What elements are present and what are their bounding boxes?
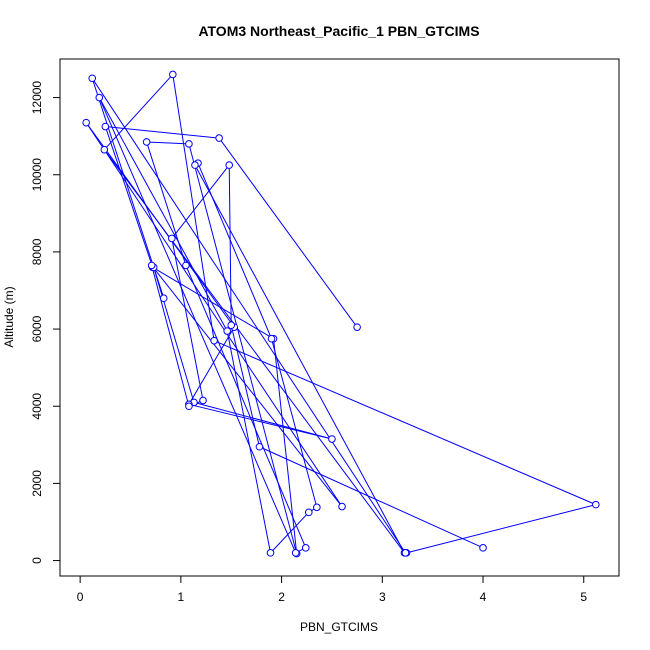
y-tick-label: 0 <box>30 557 44 564</box>
series-segment <box>85 122 235 328</box>
series-segment <box>193 401 333 440</box>
data-point <box>100 145 109 154</box>
x-tick-label: 1 <box>178 590 185 604</box>
data-point <box>82 118 90 127</box>
data-point <box>301 544 310 552</box>
series-segment <box>194 164 405 554</box>
series-segment <box>271 338 318 508</box>
series-segment <box>146 141 187 266</box>
data-point <box>88 74 97 83</box>
data-point <box>291 549 300 557</box>
data-point <box>142 138 151 146</box>
series-segment <box>213 340 597 506</box>
data-point <box>191 161 199 169</box>
y-tick-label: 10000 <box>30 158 44 192</box>
series-segment <box>105 126 220 139</box>
data-point <box>401 549 410 557</box>
series-segment <box>146 141 189 145</box>
series-segment <box>185 265 307 549</box>
series-segment <box>172 74 215 341</box>
series-segment <box>103 74 174 151</box>
data-point <box>255 442 264 451</box>
data-point <box>101 122 110 131</box>
x-tick-label: 5 <box>580 590 587 604</box>
data-point <box>479 544 487 552</box>
series-segment <box>104 126 154 268</box>
x-tick-label: 4 <box>480 590 487 604</box>
plot-frame <box>59 58 620 577</box>
data-point <box>159 294 168 303</box>
data-point <box>168 234 176 243</box>
series-segment <box>259 446 484 549</box>
series-line-group <box>85 74 597 554</box>
series-segment <box>197 162 272 339</box>
series-segment <box>226 330 271 553</box>
x-tick-label: 0 <box>77 590 84 604</box>
series-segment <box>151 265 190 407</box>
data-point <box>313 503 321 512</box>
data-point <box>223 327 231 335</box>
x-tick-label: 2 <box>278 590 285 604</box>
data-point <box>304 508 313 517</box>
series-segment <box>406 504 596 554</box>
series-segment <box>153 267 195 403</box>
chart-title: ATOM3 Northeast_Pacific_1 PBN_GTCIMS <box>198 23 479 39</box>
series-segment <box>91 78 165 299</box>
data-points-group <box>82 70 600 558</box>
series-segment <box>98 97 297 554</box>
series-segment <box>171 164 230 239</box>
series-segment <box>188 143 298 554</box>
data-point <box>182 261 190 270</box>
data-point <box>147 261 156 270</box>
series-segment <box>188 326 235 405</box>
series-segment <box>228 165 232 326</box>
data-point <box>210 336 218 345</box>
x-axis-label: PBN_GTCIMS <box>300 620 378 634</box>
y-axis: 0 2000 4000 6000 8000 10000 12000 <box>30 81 61 564</box>
series-segment <box>171 238 204 401</box>
series-segment <box>230 325 260 447</box>
y-tick-label: 4000 <box>30 393 44 420</box>
data-point <box>199 396 207 405</box>
y-tick-label: 8000 <box>30 238 44 265</box>
data-point <box>227 321 236 330</box>
series-segment <box>218 137 358 328</box>
data-point <box>185 402 193 411</box>
y-tick-label: 12000 <box>30 81 44 115</box>
data-point <box>215 134 223 142</box>
x-tick-label: 3 <box>379 590 386 604</box>
series-segment <box>152 266 274 340</box>
y-tick-label: 6000 <box>30 315 44 342</box>
series-segment <box>98 97 228 332</box>
y-axis-label: Altitude (m) <box>2 286 16 347</box>
series-segment <box>91 78 406 554</box>
x-axis: 0 1 2 3 4 5 <box>77 575 587 604</box>
data-point <box>592 500 600 509</box>
data-point <box>95 93 104 102</box>
y-tick-label: 2000 <box>30 470 44 497</box>
data-point <box>225 161 234 169</box>
data-point <box>328 435 336 443</box>
data-point <box>185 140 193 148</box>
data-point <box>267 334 276 343</box>
series-segment <box>270 511 310 554</box>
data-point <box>169 70 177 79</box>
data-point <box>353 323 361 331</box>
data-point <box>266 549 275 557</box>
series-segment <box>85 122 343 507</box>
series-segment <box>151 265 343 507</box>
data-point <box>338 502 346 511</box>
series-segment <box>188 403 333 440</box>
